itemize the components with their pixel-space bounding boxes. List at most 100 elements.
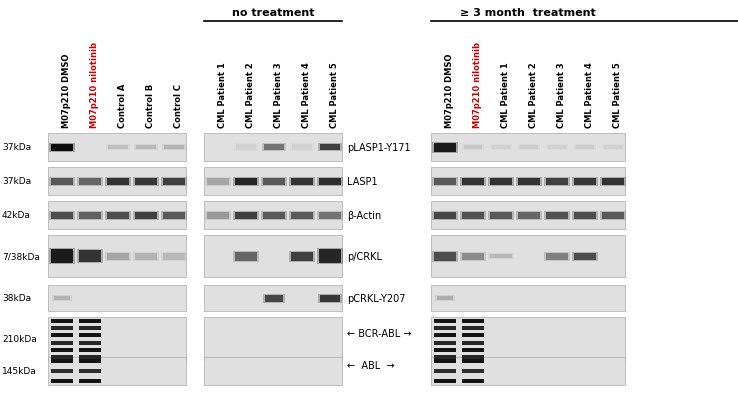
Bar: [289, 211, 315, 220]
Bar: [162, 144, 186, 151]
Bar: [108, 145, 128, 150]
Bar: [600, 211, 626, 220]
Bar: [161, 177, 187, 186]
Bar: [79, 341, 101, 345]
Bar: [572, 252, 598, 261]
Bar: [434, 178, 456, 185]
Bar: [49, 177, 75, 186]
Bar: [434, 252, 456, 261]
Bar: [573, 144, 596, 151]
Bar: [79, 319, 101, 323]
Bar: [317, 177, 343, 186]
Bar: [317, 211, 343, 220]
Bar: [51, 359, 73, 363]
Text: CML Patient 3: CML Patient 3: [274, 62, 283, 128]
Bar: [262, 144, 286, 151]
Bar: [79, 369, 101, 373]
Bar: [79, 212, 101, 219]
Bar: [52, 296, 72, 301]
Bar: [431, 168, 625, 196]
Text: 37kDa: 37kDa: [2, 177, 31, 186]
Bar: [79, 348, 101, 352]
Bar: [79, 359, 101, 363]
Bar: [432, 211, 458, 220]
Text: CML Patient 4: CML Patient 4: [585, 62, 594, 128]
Bar: [51, 341, 73, 345]
Bar: [207, 178, 229, 185]
Bar: [434, 319, 456, 323]
Bar: [135, 212, 157, 219]
Bar: [462, 319, 484, 323]
Bar: [460, 177, 486, 186]
Text: no treatment: no treatment: [232, 8, 314, 18]
Bar: [462, 348, 484, 352]
Bar: [292, 145, 312, 150]
Bar: [233, 251, 259, 262]
Bar: [602, 178, 624, 185]
Bar: [48, 235, 186, 277]
Bar: [462, 359, 484, 363]
Bar: [204, 202, 342, 230]
Bar: [204, 134, 342, 162]
Bar: [434, 326, 456, 330]
Bar: [320, 295, 340, 302]
Bar: [545, 144, 568, 151]
Bar: [462, 253, 484, 260]
Bar: [233, 211, 259, 220]
Bar: [431, 202, 625, 230]
Bar: [164, 145, 184, 150]
Text: M07p210 DMSO: M07p210 DMSO: [445, 53, 454, 128]
Bar: [431, 235, 625, 277]
Bar: [462, 178, 484, 185]
Bar: [290, 144, 314, 151]
Bar: [319, 178, 341, 185]
Bar: [431, 357, 625, 385]
Bar: [544, 252, 570, 261]
Bar: [490, 212, 512, 219]
Bar: [291, 212, 313, 219]
Bar: [434, 348, 456, 352]
Text: LASP1: LASP1: [347, 177, 378, 187]
Bar: [48, 285, 186, 311]
Bar: [434, 212, 456, 219]
Bar: [51, 348, 73, 352]
Bar: [600, 177, 626, 186]
Text: 145kDa: 145kDa: [2, 367, 37, 375]
Text: pLASP1-Y171: pLASP1-Y171: [347, 143, 410, 153]
Text: CML Patient 4: CML Patient 4: [302, 62, 311, 128]
Bar: [434, 379, 456, 383]
Bar: [319, 249, 341, 263]
Text: CML Patient 3: CML Patient 3: [557, 62, 566, 128]
Text: ←  ABL  →: ← ABL →: [347, 360, 395, 370]
Bar: [135, 253, 157, 260]
Bar: [517, 144, 540, 151]
Bar: [48, 317, 186, 361]
Bar: [51, 144, 73, 151]
Bar: [81, 253, 99, 260]
Bar: [107, 212, 129, 219]
Text: Control A: Control A: [118, 83, 127, 128]
Bar: [518, 212, 540, 219]
Bar: [263, 294, 285, 303]
Bar: [319, 212, 341, 219]
Bar: [488, 177, 514, 186]
Bar: [51, 369, 73, 373]
Bar: [161, 252, 187, 261]
Bar: [55, 296, 69, 300]
Bar: [462, 334, 484, 337]
Bar: [204, 285, 342, 311]
Bar: [51, 178, 73, 185]
Bar: [53, 253, 71, 260]
Bar: [462, 326, 484, 330]
Bar: [462, 341, 484, 345]
Bar: [544, 211, 570, 220]
Bar: [572, 211, 598, 220]
Bar: [261, 177, 287, 186]
Text: 38kDa: 38kDa: [2, 294, 31, 303]
Bar: [134, 144, 158, 151]
Bar: [265, 295, 283, 302]
Bar: [79, 326, 101, 330]
Text: M07p210 nilotinib: M07p210 nilotinib: [473, 42, 482, 128]
Bar: [163, 253, 185, 260]
Bar: [79, 379, 101, 383]
